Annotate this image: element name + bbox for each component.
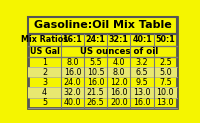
Bar <box>28 67 177 77</box>
Text: 20.0: 20.0 <box>110 98 128 107</box>
Text: 4: 4 <box>42 88 47 97</box>
Text: 7.5: 7.5 <box>159 78 172 87</box>
Text: 10.0: 10.0 <box>157 88 174 97</box>
Text: 5: 5 <box>42 98 47 107</box>
Text: 3: 3 <box>42 78 47 87</box>
Text: 40:1: 40:1 <box>132 35 152 44</box>
Text: 13.0: 13.0 <box>133 88 151 97</box>
Text: 8.0: 8.0 <box>113 68 125 77</box>
Text: 8.0: 8.0 <box>66 58 79 67</box>
Text: 16:1: 16:1 <box>63 35 82 44</box>
Text: 32.0: 32.0 <box>64 88 81 97</box>
Text: US ounces of oil: US ounces of oil <box>80 47 158 56</box>
Text: 21.5: 21.5 <box>87 88 105 97</box>
Text: 16.0: 16.0 <box>87 78 104 87</box>
Text: Gasoline:Oil Mix Table: Gasoline:Oil Mix Table <box>34 20 171 30</box>
Text: 24.0: 24.0 <box>64 78 81 87</box>
Text: 16.0: 16.0 <box>64 68 81 77</box>
Text: 40.0: 40.0 <box>64 98 81 107</box>
Text: 13.0: 13.0 <box>157 98 174 107</box>
Text: 12.0: 12.0 <box>110 78 128 87</box>
Text: Mix Ratios: Mix Ratios <box>21 35 68 44</box>
Text: 50:1: 50:1 <box>155 35 175 44</box>
Text: 32:1: 32:1 <box>109 35 129 44</box>
Text: 24:1: 24:1 <box>86 35 106 44</box>
Text: 6.5: 6.5 <box>136 68 148 77</box>
Text: 9.5: 9.5 <box>136 78 148 87</box>
Text: 5.0: 5.0 <box>159 68 172 77</box>
Text: 2: 2 <box>42 68 47 77</box>
Text: 1: 1 <box>42 58 47 67</box>
Bar <box>28 87 177 98</box>
Text: 10.5: 10.5 <box>87 68 104 77</box>
Text: 4.0: 4.0 <box>113 58 125 67</box>
Bar <box>28 17 177 34</box>
Text: 16.0: 16.0 <box>110 88 128 97</box>
Text: 16.0: 16.0 <box>133 98 151 107</box>
Text: US Gal: US Gal <box>30 47 59 56</box>
Text: 5.5: 5.5 <box>89 58 102 67</box>
Text: 3.2: 3.2 <box>136 58 148 67</box>
Text: 2.5: 2.5 <box>159 58 172 67</box>
Text: 26.5: 26.5 <box>87 98 105 107</box>
